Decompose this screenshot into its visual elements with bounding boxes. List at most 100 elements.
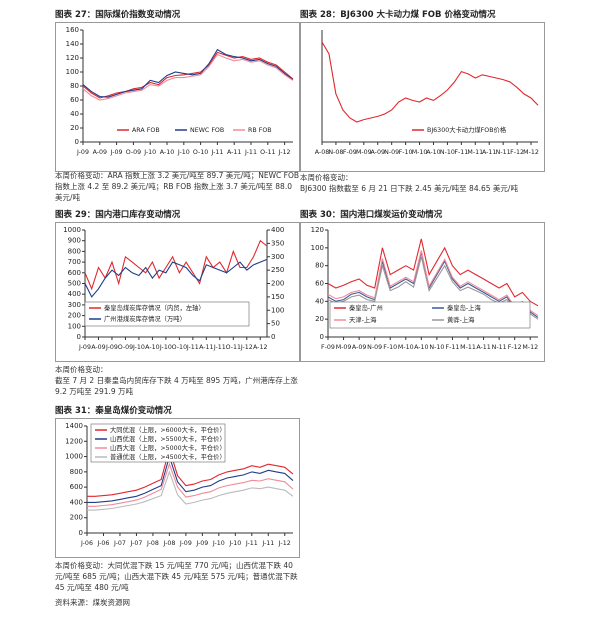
x-tick-label: A-10: [160, 149, 174, 156]
x-tick-label: A-09: [91, 344, 105, 351]
x-tick-label: M-09: [336, 344, 352, 351]
x-tick-label: M-12: [522, 344, 538, 351]
y-tick-label: 900: [68, 237, 81, 245]
y-tick-label: 100: [66, 68, 79, 76]
series-line: [321, 41, 539, 123]
x-tick-label: J-09: [105, 344, 118, 351]
note-line: 本周价格变动：: [55, 365, 108, 374]
x-tick-label: J-09: [179, 540, 192, 547]
y2-tick-label: 400: [271, 226, 284, 234]
legend-label: 黄骅-上海: [447, 315, 475, 324]
x-tick-label: M-10: [398, 344, 414, 351]
x-tick-label: A-11: [227, 149, 241, 156]
y-tick-label: 100: [68, 322, 81, 330]
x-tick-label: J-11: [245, 540, 258, 547]
legend-label: 广州港煤炭库存情况（万吨）: [104, 314, 186, 323]
y2-tick-label: 250: [271, 266, 284, 274]
series-line: [327, 256, 539, 320]
x-tick-label: O-11: [226, 344, 241, 351]
series-line: [327, 252, 539, 318]
x-tick-label: F-10: [383, 344, 397, 351]
y-tick-label: 200: [70, 514, 83, 522]
y-tick-label: 1000: [63, 226, 81, 234]
x-tick-label: J-11: [186, 344, 199, 351]
x-tick-label: A-11: [476, 344, 490, 351]
x-tick-label: J-09: [195, 540, 208, 547]
x-tick-label: J-12: [240, 344, 253, 351]
x-tick-label: O-10: [172, 344, 187, 351]
y-tick-label: 300: [68, 301, 81, 309]
series-line: [87, 462, 294, 507]
y2-tick-label: 200: [271, 280, 284, 288]
y2-tick-label: 350: [271, 239, 284, 247]
x-tick-label: F-09: [343, 149, 357, 156]
x-tick-label: O-09: [118, 344, 133, 351]
legend-box: [84, 301, 250, 327]
x-tick-label: N-11: [496, 149, 511, 156]
chart-frame: [300, 22, 545, 172]
y-tick-label: 0: [79, 529, 83, 537]
chart-title: 图表 29：国内港口库存变动情况: [55, 210, 181, 220]
y2-tick-label: 50: [271, 320, 280, 328]
chart-note: 本周价格变动：大同优混下跌 15 元/吨至 770 元/吨；山西优混下跌 40 …: [55, 560, 300, 593]
chart-note: 本周价格变动： 截至 7 月 2 日秦皇岛内贸库存下跌 4 万吨至 895 万吨，…: [55, 364, 300, 397]
x-tick-label: A-10: [426, 149, 440, 156]
x-tick-label: J-10: [212, 540, 225, 547]
x-tick-label: J-11: [244, 149, 257, 156]
x-tick-label: F-11: [445, 344, 459, 351]
y-tick-label: 800: [68, 247, 81, 255]
x-tick-label: J-07: [129, 540, 142, 547]
y-tick-label: 140: [66, 40, 79, 48]
x-tick-label: N-10: [440, 149, 455, 156]
x-tick-label: J-10: [177, 149, 190, 156]
x-tick-label: A-10: [414, 344, 428, 351]
x-tick-label: F-12: [508, 344, 522, 351]
y-tick-label: 120: [66, 54, 79, 62]
chart-title: 图表 27：国际煤价指数变动情况: [55, 10, 181, 20]
x-tick-label: J-10: [228, 540, 241, 547]
x-tick-label: J-11: [213, 344, 226, 351]
series-line: [82, 53, 294, 101]
legend-label: BJ6300大卡动力煤FOB价格: [427, 125, 507, 134]
x-tick-label: J-12: [278, 149, 291, 156]
y-tick-label: 600: [68, 269, 81, 277]
legend-label: 山西大混（上限，>5000大卡，平仓价）: [110, 443, 226, 452]
x-tick-label: J-11: [261, 540, 274, 547]
y-tick-label: 80: [315, 262, 324, 270]
x-tick-label: J-10: [143, 149, 156, 156]
x-tick-label: A-09: [352, 344, 366, 351]
y2-tick-label: 100: [271, 306, 284, 314]
note-line: 本周价格变动：ARA 指数上涨 3.2 美元/吨至 89.7 美元/吨；NEWC…: [55, 171, 300, 202]
x-tick-label: F-10: [399, 149, 413, 156]
legend-label: 天津-上海: [349, 315, 377, 324]
x-tick-label: F-12: [510, 149, 524, 156]
x-tick-label: J-06: [97, 540, 110, 547]
x-tick-label: J-10: [132, 344, 145, 351]
y-tick-label: 60: [315, 280, 324, 288]
x-tick-label: N-08: [328, 149, 343, 156]
series-line: [327, 250, 539, 317]
series-line: [87, 454, 294, 503]
x-tick-label: M-10: [412, 149, 428, 156]
y-tick-label: 1000: [65, 453, 83, 461]
x-tick-label: A-10: [145, 344, 159, 351]
x-tick-label: O-09: [126, 149, 141, 156]
y-tick-label: 120: [311, 226, 324, 234]
y-tick-label: 400: [68, 290, 81, 298]
y-tick-label: 40: [70, 110, 79, 118]
note-line: 截至 7 月 2 日秦皇岛内贸库存下跌 4 万吨至 895 万吨，广州港库存上涨…: [55, 376, 298, 396]
y-tick-label: 0: [320, 333, 324, 341]
x-tick-label: A-11: [199, 344, 213, 351]
x-tick-label: A-12: [253, 344, 267, 351]
x-tick-label: N-11: [492, 344, 507, 351]
x-tick-label: A-09: [371, 149, 385, 156]
y-tick-label: 80: [70, 82, 79, 90]
y-tick-label: 800: [70, 468, 83, 476]
series-line: [82, 51, 294, 99]
x-tick-label: N-09: [384, 149, 399, 156]
legend-label: NEWC FOB: [190, 127, 224, 134]
x-tick-label: O-10: [193, 149, 208, 156]
series-line: [87, 446, 294, 497]
